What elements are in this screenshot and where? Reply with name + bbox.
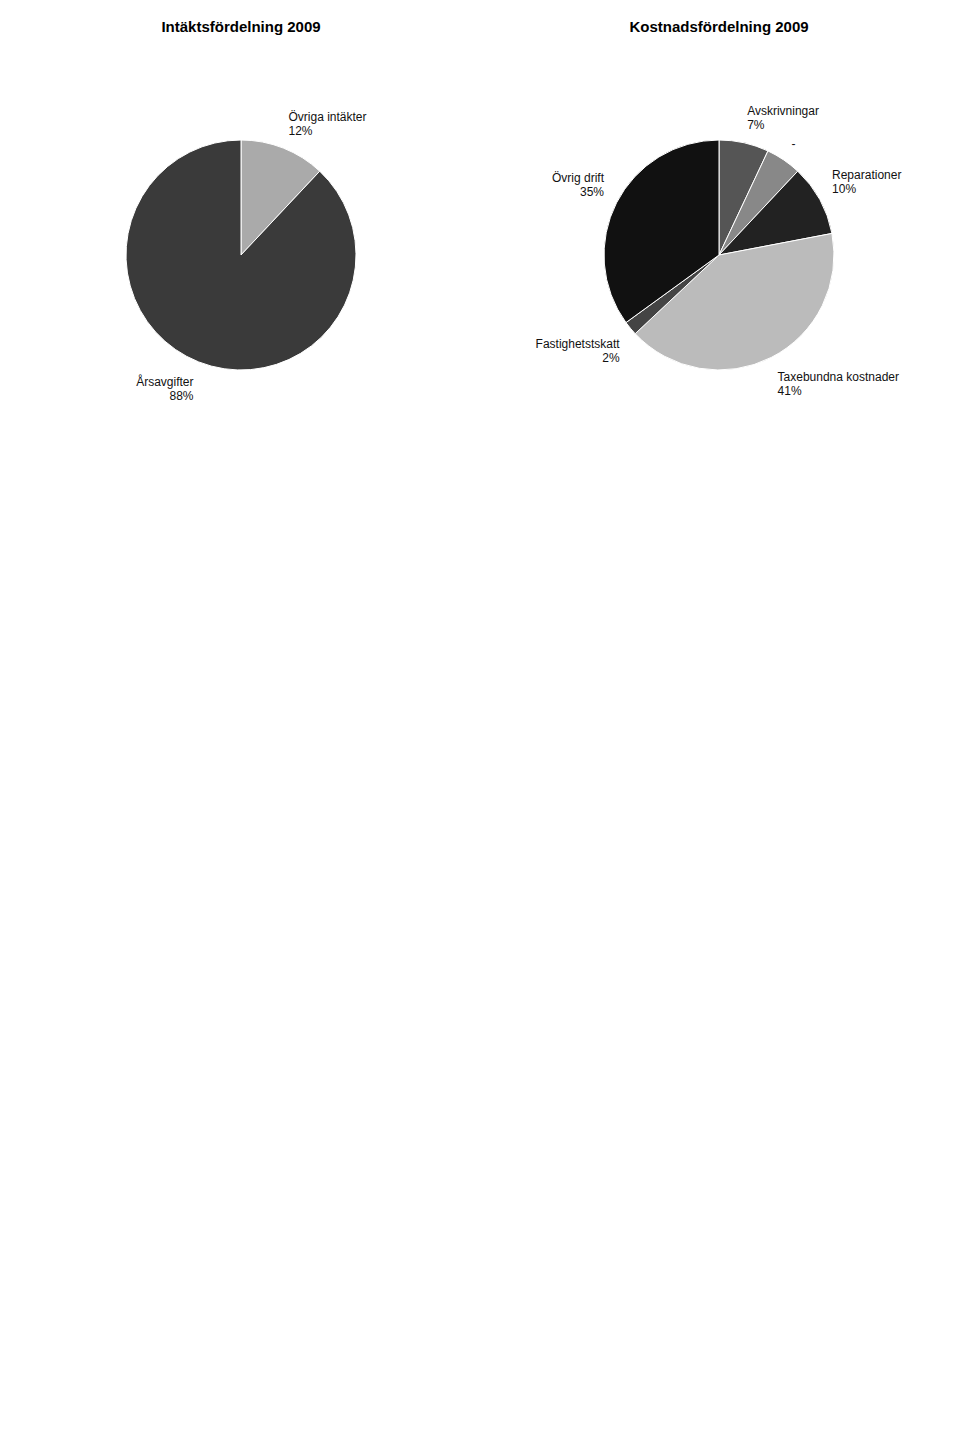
svg-text:Reparationer10%: Reparationer10% [832,168,901,196]
html-text:Intäktsfördelning 2009: Intäktsfördelning 2009 [161,18,321,35]
svg-text:Övriga intäkter12%: Övriga intäkter12% [288,110,366,138]
svg-text:Övrig drift35%: Övrig drift35% [552,171,605,199]
svg-text:Taxebundna kostnader41%: Taxebundna kostnader41% [778,370,899,398]
html-text:Kostnadsfördelning 2009: Kostnadsfördelning 2009 [629,18,809,35]
svg-text:Avskrivningar7%: Avskrivningar7% [747,104,819,132]
svg-text:Årsavgifter88%: Årsavgifter88% [136,374,194,403]
svg-text:-: - [792,137,796,151]
svg-text:Fastighetstskatt2%: Fastighetstskatt2% [536,337,621,365]
